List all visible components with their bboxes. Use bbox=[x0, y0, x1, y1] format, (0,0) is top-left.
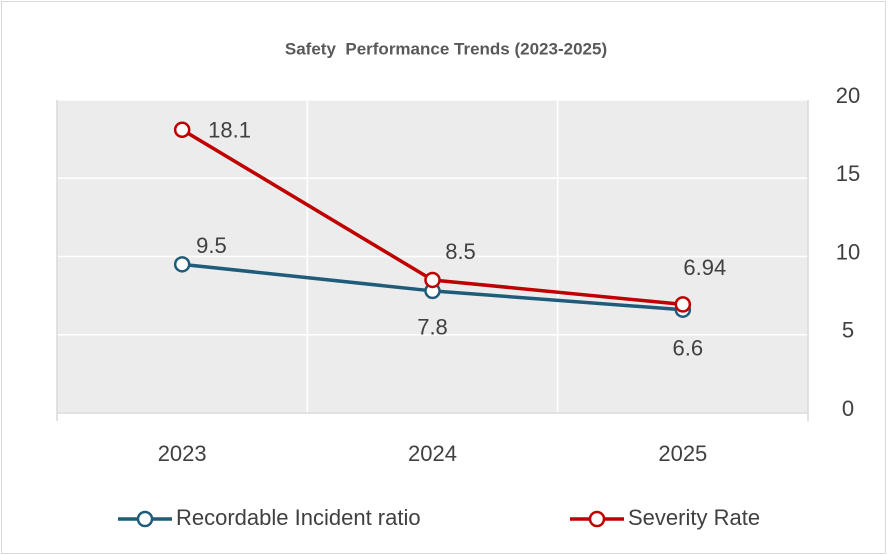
y-tick-label: 5 bbox=[842, 318, 854, 343]
data-label: 8.5 bbox=[445, 239, 476, 264]
data-label: 6.6 bbox=[673, 336, 704, 361]
point-marker bbox=[173, 256, 191, 273]
y-tick-label: 10 bbox=[836, 239, 860, 264]
legend-label: Recordable Incident ratio bbox=[176, 505, 421, 530]
legend-label: Severity Rate bbox=[628, 505, 760, 530]
x-tick-label: 2023 bbox=[158, 441, 207, 466]
y-tick-label: 15 bbox=[836, 161, 860, 186]
y-tick-label: 0 bbox=[842, 396, 854, 421]
x-tick-label: 2025 bbox=[658, 441, 707, 466]
x-tick-label: 2024 bbox=[408, 441, 457, 466]
data-label: 6.94 bbox=[683, 255, 726, 280]
legend-marker bbox=[136, 510, 154, 528]
point-marker bbox=[424, 271, 441, 289]
chart-title: Safety Performance Trends (2023-2025) bbox=[285, 39, 607, 58]
point-marker bbox=[173, 121, 191, 138]
legend-marker bbox=[588, 510, 606, 528]
data-label: 9.5 bbox=[196, 233, 227, 258]
data-label: 18.1 bbox=[208, 118, 251, 143]
point-marker bbox=[674, 296, 692, 313]
y-tick-label: 20 bbox=[836, 83, 860, 108]
data-label: 7.8 bbox=[417, 315, 448, 340]
